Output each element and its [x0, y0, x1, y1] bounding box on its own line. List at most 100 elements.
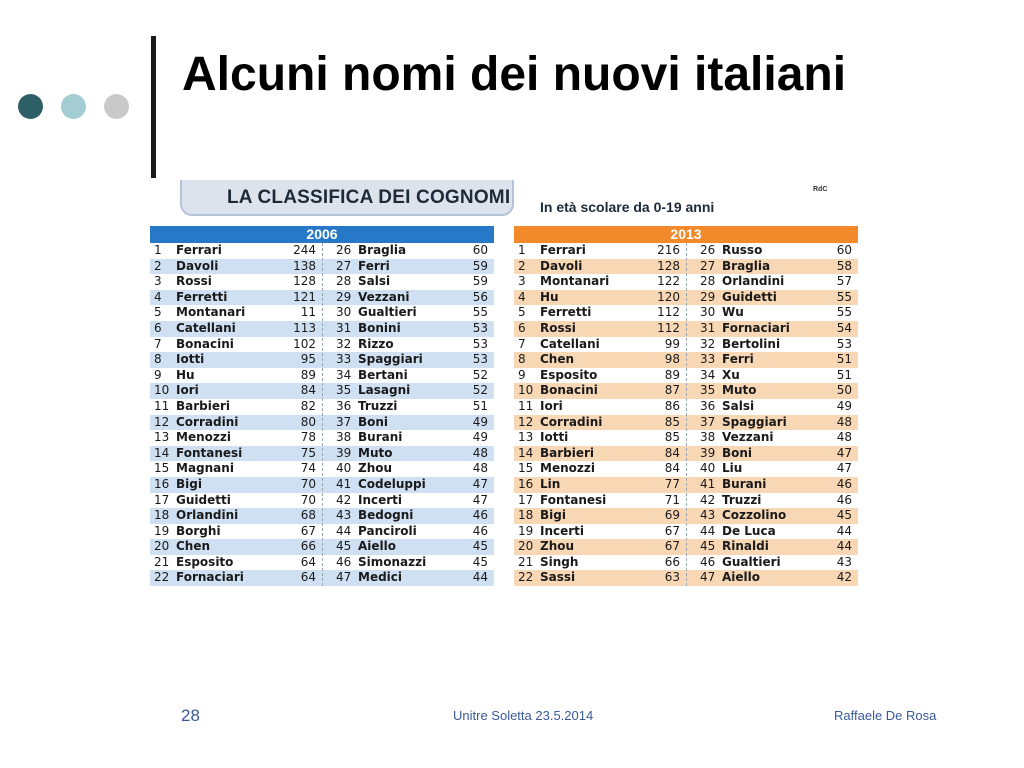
row-entry-left: 21 Esposito 64: [150, 555, 322, 571]
surname-rank: 11: [154, 398, 170, 413]
clipping-banner: LA CLASSIFICA DEI COGNOMI: [180, 180, 514, 216]
surname-count: 50: [836, 383, 852, 398]
surname-name: Bonacini: [176, 336, 234, 351]
row-entry-right: 29 Vezzani 56: [322, 290, 494, 306]
surname-count: 113: [293, 320, 316, 335]
surname-rank: 27: [336, 258, 352, 273]
surname-count: 138: [293, 258, 316, 273]
surname-count: 55: [472, 305, 488, 320]
surname-rank: 45: [336, 539, 352, 554]
row-entry-left: 9 Hu 89: [150, 368, 322, 384]
row-entry-right: 37 Spaggiari 48: [686, 415, 858, 431]
table-row: 13 Menozzi 78 38 Burani 49: [150, 430, 494, 446]
surname-name: Salsi: [722, 398, 755, 413]
surname-count: 56: [472, 289, 488, 304]
surname-name: Gualtieri: [722, 554, 781, 569]
row-entry-right: 40 Liu 47: [686, 461, 858, 477]
surname-name: Barbieri: [176, 398, 231, 413]
column-divider: [322, 243, 323, 587]
surname-count: 55: [836, 289, 852, 304]
surname-rank: 4: [154, 289, 162, 304]
surname-count: 49: [472, 430, 488, 445]
surname-name: Simonazzi: [358, 554, 427, 569]
row-entry-right: 33 Ferri 51: [686, 352, 858, 368]
surname-rank: 26: [336, 243, 352, 257]
surname-name: Fornaciari: [176, 570, 244, 585]
surname-rank: 39: [336, 445, 352, 460]
surname-name: Ferrari: [176, 243, 222, 257]
surname-rank: 29: [336, 289, 352, 304]
surname-name: Esposito: [540, 367, 598, 382]
surname-count: 53: [836, 336, 852, 351]
row-entry-left: 12 Corradini 80: [150, 415, 322, 431]
surname-count: 58: [836, 258, 852, 273]
row-entry-left: 7 Bonacini 102: [150, 337, 322, 353]
surname-rank: 20: [518, 539, 534, 554]
row-entry-right: 30 Gualtieri 55: [322, 305, 494, 321]
column-divider: [686, 243, 687, 587]
surname-rank: 44: [336, 523, 352, 538]
surname-count: 48: [472, 445, 488, 460]
decor-dot-gray: [104, 94, 129, 119]
surname-rank: 14: [518, 445, 534, 460]
surname-count: 89: [664, 367, 680, 382]
row-entry-left: 1 Ferrari 244: [150, 243, 322, 259]
row-entry-left: 4 Ferretti 121: [150, 290, 322, 306]
surname-name: Braglia: [722, 258, 771, 273]
surname-count: 59: [472, 274, 488, 289]
surname-name: Burani: [722, 476, 767, 491]
surname-count: 67: [664, 523, 680, 538]
surname-count: 44: [472, 570, 488, 585]
surname-rank: 4: [518, 289, 526, 304]
surname-rank: 1: [518, 243, 526, 257]
surname-count: 43: [836, 554, 852, 569]
clipping-subtitle: In età scolare da 0-19 anni: [540, 199, 715, 215]
row-entry-right: 43 Bedogni 46: [322, 508, 494, 524]
row-entry-right: 42 Truzzi 46: [686, 493, 858, 509]
surname-rank: 42: [336, 492, 352, 507]
row-entry-left: 10 Bonacini 87: [514, 383, 686, 399]
surname-count: 89: [300, 367, 316, 382]
row-entry-right: 44 De Luca 44: [686, 524, 858, 540]
row-entry-left: 16 Bigi 70: [150, 477, 322, 493]
surname-name: Barbieri: [540, 445, 595, 460]
surname-name: Ferrari: [540, 243, 586, 257]
surname-count: 244: [293, 243, 316, 257]
surname-name: Iori: [176, 383, 199, 398]
surname-rank: 31: [700, 320, 716, 335]
surname-count: 69: [664, 508, 680, 523]
surname-rank: 5: [518, 305, 526, 320]
surname-rank: 39: [700, 445, 716, 460]
surname-rank: 26: [700, 243, 716, 257]
row-entry-left: 14 Fontanesi 75: [150, 446, 322, 462]
row-entry-right: 45 Rinaldi 44: [686, 539, 858, 555]
surname-name: Davoli: [540, 258, 583, 273]
surname-rank: 43: [336, 508, 352, 523]
surname-rank: 40: [336, 461, 352, 476]
surname-name: Aiello: [722, 570, 761, 585]
surname-count: 45: [472, 539, 488, 554]
surname-rank: 40: [700, 461, 716, 476]
surname-name: Singh: [540, 554, 579, 569]
surname-count: 112: [657, 305, 680, 320]
surname-name: Muto: [722, 383, 757, 398]
page-number: 28: [181, 706, 200, 725]
surname-name: Ferretti: [176, 289, 228, 304]
row-entry-right: 39 Muto 48: [322, 446, 494, 462]
surname-name: Borghi: [176, 523, 221, 538]
surname-rank: 35: [700, 383, 716, 398]
row-entry-right: 26 Braglia 60: [322, 243, 494, 259]
surname-name: Fornaciari: [722, 320, 790, 335]
row-entry-right: 28 Salsi 59: [322, 274, 494, 290]
surname-name: Lin: [540, 476, 561, 491]
surname-name: Wu: [722, 305, 744, 320]
surname-count: 46: [472, 523, 488, 538]
surname-name: Spaggiari: [722, 414, 787, 429]
surname-name: Guidetti: [722, 289, 777, 304]
surname-name: Truzzi: [722, 492, 762, 507]
surname-rank: 18: [518, 508, 534, 523]
surname-name: Chen: [540, 352, 575, 367]
table-row: 5 Ferretti 112 30 Wu 55: [514, 305, 858, 321]
surname-count: 70: [300, 492, 316, 507]
surname-count: 85: [664, 430, 680, 445]
